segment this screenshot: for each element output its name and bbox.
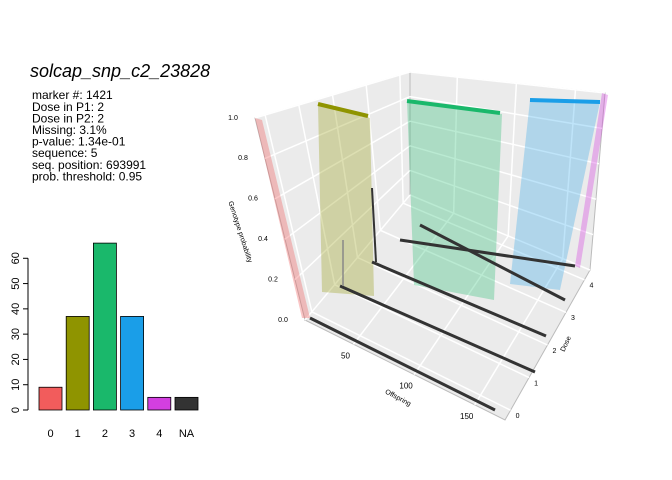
bar [120, 316, 144, 411]
y-tick-label: 4 [590, 283, 594, 290]
grid-line [399, 74, 404, 204]
grid-line [264, 95, 411, 160]
grid-line [274, 120, 411, 200]
y-tick-label: 0 [10, 407, 22, 413]
info-line: marker #: 1421 [32, 88, 113, 102]
grid-line [402, 202, 585, 281]
bar [93, 242, 117, 411]
info-line: sequence: 5 [32, 146, 98, 160]
z-tick-label: 0.2 [268, 276, 278, 283]
grid-line [409, 169, 594, 236]
info-line: prob. threshold: 0.95 [32, 169, 142, 183]
bar [38, 386, 63, 411]
grid-line [365, 84, 382, 231]
curtain-1-top [317, 102, 369, 118]
curtain-2-top [406, 99, 501, 115]
z-tick-label: 1.0 [228, 115, 238, 122]
y-tick-label: 50 [10, 277, 22, 289]
curtain-3-top [529, 98, 601, 104]
curtain-0 [255, 118, 310, 318]
grid-line [284, 145, 411, 240]
y-tick-label: 1 [534, 380, 538, 387]
grid-line [264, 114, 313, 313]
x-tick-label: 4 [156, 428, 162, 440]
info-line: seq. position: 693991 [32, 158, 146, 172]
drop-line [371, 187, 377, 263]
y-tick-label: 40 [10, 303, 22, 315]
grid-line [409, 194, 591, 271]
grid-line [254, 71, 411, 119]
grid-line [409, 71, 606, 94]
x-tick-label: 2 [102, 428, 108, 440]
grid-line [304, 194, 411, 321]
z-tick-label: 0.6 [248, 196, 258, 203]
x-tick-label: 100 [399, 382, 413, 391]
floor-points [371, 260, 547, 338]
bar [147, 396, 172, 411]
x-tick-label: 50 [341, 351, 350, 360]
bar [65, 316, 90, 411]
genotype-curtains [255, 93, 608, 412]
z-tick-label: 0.4 [258, 236, 268, 243]
info-line: Dose in P1: 2 [32, 100, 104, 114]
x-tick-label: 1 [75, 428, 81, 440]
x-tick-label: 3 [129, 428, 135, 440]
y-tick-label: 20 [10, 353, 22, 365]
curtain-3 [510, 100, 600, 290]
grid-line [331, 94, 359, 258]
grid-line [409, 120, 600, 165]
x-tick-label: 0 [47, 428, 53, 440]
grid-line [409, 145, 597, 200]
y-tick-label: 0 [516, 413, 520, 420]
info-line: Dose in P2: 2 [32, 111, 104, 125]
curtain-2 [407, 101, 502, 300]
floor-points [339, 284, 536, 374]
grid-line [561, 89, 577, 259]
info-line: Missing: 3.1% [32, 123, 107, 137]
grid-line [409, 95, 603, 130]
z-tick-label: 0.0 [278, 317, 288, 324]
floor-points [419, 223, 566, 302]
grid-line [311, 311, 511, 411]
x-tick-label: 150 [460, 412, 474, 421]
z-axis-label: Genotype probability [226, 200, 253, 264]
y-tick-label: 10 [10, 379, 22, 391]
floor-points [309, 316, 496, 412]
chart-title: solcap_snp_c2_23828 [30, 61, 210, 81]
y-tick-label: 60 [10, 252, 22, 264]
grid-line [380, 229, 567, 314]
grid-line [357, 256, 548, 346]
curtain-4 [575, 93, 608, 268]
bar [174, 396, 199, 411]
grid-line [507, 83, 518, 236]
z-tick-label: 0.8 [238, 155, 248, 162]
y-tick-label: 30 [10, 328, 22, 340]
grid-line [334, 283, 530, 379]
x-tick-label: NA [179, 428, 195, 440]
y-tick-label: 2 [553, 348, 557, 355]
grid-line [294, 169, 411, 281]
info-line: p-value: 1.34e-01 [32, 135, 126, 149]
curtain-1 [318, 104, 374, 296]
y-tick-label: 3 [571, 315, 575, 322]
grid-line [298, 104, 336, 285]
y-axis-label: Dose [560, 335, 573, 353]
floor-points [399, 238, 576, 268]
grid-line [452, 77, 459, 214]
x-axis-label: Offspring [384, 389, 412, 409]
